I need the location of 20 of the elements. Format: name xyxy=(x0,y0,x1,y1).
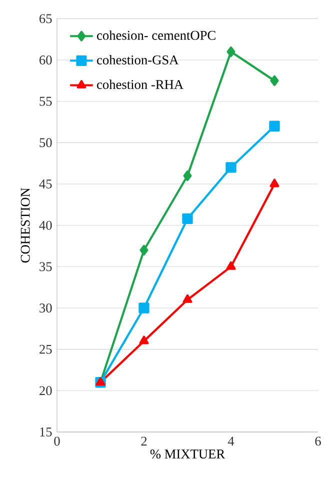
legend-label: cohestion-GSA xyxy=(97,55,179,64)
y-axis-title: COHESTION xyxy=(20,188,30,263)
y-tick-label: 45 xyxy=(39,180,52,188)
y-tick-label: 60 xyxy=(40,56,52,65)
x-tick-label: 4 xyxy=(228,436,234,446)
y-tick-label: 25 xyxy=(40,344,52,354)
x-tick-label: 6 xyxy=(315,436,321,446)
legend-label: cohesion- cementOPC xyxy=(97,30,216,40)
y-tick-label: 20 xyxy=(40,386,52,396)
y-tick-label: 40 xyxy=(39,220,52,230)
y-tick-label: 15 xyxy=(40,428,52,436)
x-tick-label: 0 xyxy=(54,436,60,446)
legend-label: cohestion -RHA xyxy=(97,80,184,90)
x-tick-label: 2 xyxy=(141,436,147,446)
y-tick-label: 30 xyxy=(40,304,52,312)
y-tick-label: 65 xyxy=(40,14,52,24)
y-tick-label: 35 xyxy=(40,262,52,272)
y-tick-label: 50 xyxy=(40,138,52,148)
y-tick-label: 55 xyxy=(40,96,52,106)
x-axis-title: % MIXTUER xyxy=(150,450,226,459)
